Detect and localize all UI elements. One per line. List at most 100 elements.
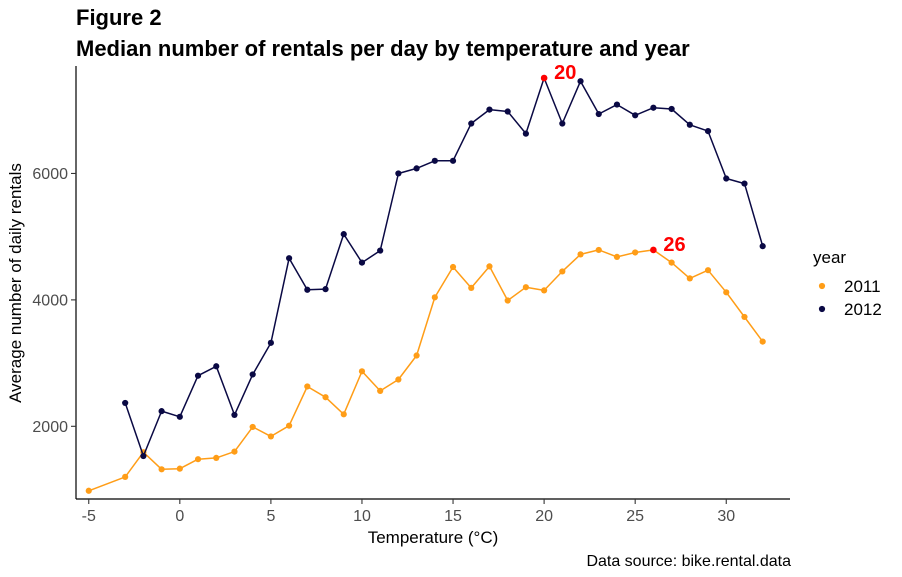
x-tick-label: 20 bbox=[535, 508, 553, 525]
data-point-2012 bbox=[122, 399, 129, 407]
data-point-2012 bbox=[358, 259, 366, 266]
legend-label-2012: 2012 bbox=[844, 300, 882, 319]
data-point-2011 bbox=[322, 394, 329, 401]
data-point-2011 bbox=[286, 422, 293, 429]
peak-marker-2011 bbox=[650, 246, 657, 254]
series-layer bbox=[85, 74, 766, 494]
data-point-2011 bbox=[449, 263, 457, 271]
series-2011 bbox=[85, 246, 766, 494]
data-point-2011 bbox=[377, 387, 384, 395]
data-point-2011 bbox=[158, 466, 165, 473]
data-point-2011 bbox=[632, 249, 639, 256]
data-point-2012 bbox=[304, 286, 311, 293]
data-point-2012 bbox=[704, 128, 712, 135]
data-point-2011 bbox=[85, 487, 92, 494]
legend: year 2011 2012 bbox=[813, 248, 882, 319]
data-point-2012 bbox=[577, 78, 584, 85]
data-point-2012 bbox=[559, 120, 566, 127]
data-point-2011 bbox=[213, 454, 220, 462]
data-point-2011 bbox=[249, 423, 256, 431]
data-point-2011 bbox=[741, 313, 748, 321]
data-point-2012 bbox=[668, 105, 675, 113]
x-tick-label: 5 bbox=[266, 508, 275, 525]
legend-item-2012: 2012 bbox=[818, 300, 882, 319]
peak-marker-2012 bbox=[540, 74, 548, 82]
legend-key-2011 bbox=[818, 282, 826, 290]
data-point-2012 bbox=[194, 372, 202, 379]
data-point-2012 bbox=[431, 157, 438, 164]
series-line-2012 bbox=[124, 77, 764, 457]
data-point-2011 bbox=[431, 294, 438, 301]
y-tick-label: 6000 bbox=[32, 166, 68, 183]
x-tick-label: 25 bbox=[626, 508, 644, 525]
y-axis-ticks: 2000 4000 6000 bbox=[32, 166, 76, 436]
data-point-2012 bbox=[522, 130, 529, 137]
series-line-2011 bbox=[88, 249, 764, 492]
data-point-2011 bbox=[723, 289, 730, 296]
data-point-2012 bbox=[395, 170, 402, 177]
data-point-2012 bbox=[286, 255, 293, 262]
data-point-2011 bbox=[231, 448, 238, 455]
y-tick-label: 2000 bbox=[32, 419, 68, 436]
data-point-2012 bbox=[486, 106, 493, 113]
data-point-2012 bbox=[468, 120, 475, 127]
x-tick-label: 15 bbox=[444, 508, 462, 525]
data-point-2012 bbox=[158, 408, 165, 415]
data-point-2012 bbox=[759, 243, 766, 250]
legend-label-2011: 2011 bbox=[844, 277, 881, 296]
legend-item-2011: 2011 bbox=[818, 277, 881, 296]
data-point-2012 bbox=[231, 411, 238, 419]
x-axis-ticks: -5 0 5 10 15 20 25 30 bbox=[82, 499, 735, 525]
data-point-2012 bbox=[741, 180, 748, 187]
data-point-2012 bbox=[249, 371, 256, 378]
data-point-2011 bbox=[541, 287, 548, 294]
chart-title: Median number of rentals per day by temp… bbox=[76, 36, 690, 61]
data-point-2011 bbox=[522, 284, 529, 291]
data-point-2011 bbox=[267, 433, 274, 440]
x-tick-label: 30 bbox=[717, 508, 735, 525]
data-point-2011 bbox=[358, 368, 366, 375]
data-point-2012 bbox=[504, 108, 511, 115]
data-point-2012 bbox=[413, 165, 420, 172]
data-point-2012 bbox=[322, 286, 329, 293]
y-axis-title: Average number of daily rentals bbox=[6, 163, 25, 403]
data-point-2011 bbox=[122, 473, 129, 480]
peak-label-2011: 26 bbox=[663, 234, 685, 256]
data-point-2012 bbox=[176, 413, 183, 420]
data-point-2011 bbox=[395, 376, 402, 383]
data-point-2011 bbox=[304, 383, 311, 390]
data-point-2012 bbox=[723, 175, 730, 182]
data-source-caption: Data source: bike.rental.data bbox=[586, 553, 791, 570]
data-point-2012 bbox=[377, 247, 384, 254]
data-point-2011 bbox=[704, 267, 712, 274]
data-point-2012 bbox=[686, 121, 693, 128]
data-point-2012 bbox=[267, 339, 274, 346]
data-point-2011 bbox=[194, 456, 202, 463]
series-2012 bbox=[122, 74, 766, 460]
data-point-2012 bbox=[613, 101, 621, 108]
x-tick-label: 0 bbox=[175, 508, 184, 525]
data-point-2011 bbox=[504, 297, 511, 304]
data-point-2012 bbox=[650, 104, 657, 111]
data-point-2012 bbox=[595, 110, 602, 118]
figure-number-title: Figure 2 bbox=[76, 5, 162, 30]
data-point-2011 bbox=[577, 251, 584, 258]
data-point-2011 bbox=[668, 259, 675, 266]
data-point-2011 bbox=[176, 465, 183, 472]
data-point-2011 bbox=[486, 263, 493, 270]
data-point-2011 bbox=[686, 275, 693, 282]
data-point-2011 bbox=[759, 338, 766, 345]
data-point-2011 bbox=[340, 411, 347, 418]
legend-title: year bbox=[813, 248, 846, 267]
data-point-2011 bbox=[595, 246, 602, 254]
legend-items: 2011 2012 bbox=[818, 277, 882, 319]
data-point-2011 bbox=[413, 352, 420, 359]
data-point-2011 bbox=[468, 284, 475, 291]
data-point-2012 bbox=[632, 112, 639, 119]
y-tick-label: 4000 bbox=[32, 292, 68, 309]
x-tick-label: -5 bbox=[82, 508, 96, 525]
data-point-2011 bbox=[559, 268, 566, 275]
